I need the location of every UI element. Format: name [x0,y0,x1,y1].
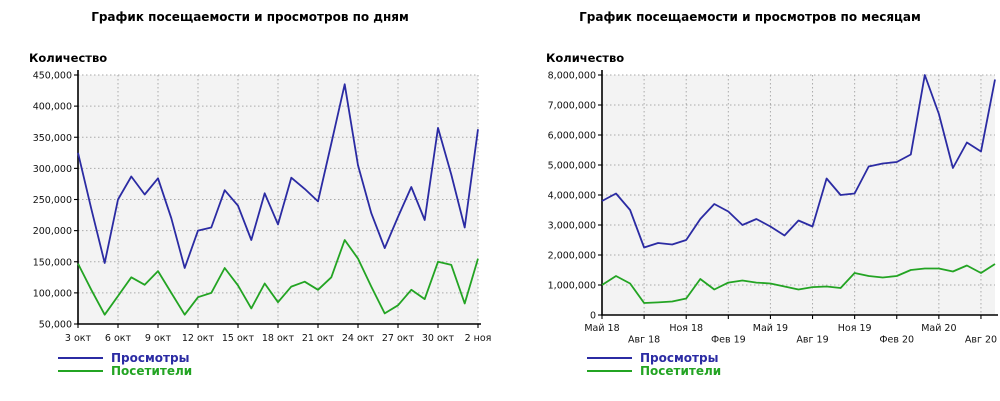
y-tick-label: 350,000 [33,133,72,144]
x-tick-label: Май 18 [584,323,619,334]
x-tick-label: 6 окт [105,333,132,344]
views-series-line [601,74,996,249]
y-tick-label: 2,000,000 [548,251,596,262]
x-tick-label: 21 окт [302,333,335,344]
legend-item-views: Просмотры [587,352,721,364]
x-tick-label: Фев 20 [879,335,914,346]
y-tick-label: 400,000 [33,102,72,113]
x-tick-label: Май 20 [921,323,956,334]
visitors-legend-label: Посетители [111,364,193,378]
x-tick-label: Май 19 [753,323,788,334]
y-tick-label: 450,000 [33,71,72,82]
x-tick-label: 18 окт [262,333,295,344]
x-tick-label: Ноя 18 [669,323,703,334]
y-tick-label: 100,000 [33,288,72,299]
daily-chart-legend: Просмотры Посетители [58,352,192,378]
x-tick-label: 12 окт [182,333,215,344]
visitors-legend-label: Посетители [640,364,722,378]
y-tick-label: 150,000 [33,257,72,268]
x-tick-label: 30 окт [422,333,455,344]
visitors-line-swatch [58,370,103,372]
x-tick-label: 24 окт [342,333,375,344]
y-tick-label: 0 [590,311,596,322]
y-tick-label: 200,000 [33,226,72,237]
monthly-y-axis-title: Количество [546,51,625,65]
y-tick-label: 50,000 [39,320,72,331]
views-legend-label: Просмотры [111,351,190,365]
monthly-chart-legend: Просмотры Посетители [587,352,721,378]
y-tick-label: 4,000,000 [548,191,596,202]
views-legend-label: Просмотры [640,351,719,365]
y-tick-label: 3,000,000 [548,221,596,232]
x-tick-label: 3 окт [65,333,92,344]
y-tick-label: 300,000 [33,164,72,175]
daily-chart-title: График посещаемости и просмотров по дням [91,10,409,24]
x-tick-label: Фев 19 [711,335,746,346]
views-line-swatch [587,357,632,359]
legend-item-visitors: Посетители [587,365,721,377]
x-tick-label: Авг 20 [965,335,997,346]
daily-y-axis-title: Количество [29,51,108,65]
visitors-line-swatch [587,370,632,372]
monthly-chart-plot: 0 1,000,000 2,000,000 3,000,000 4,000,000 5,0… [548,70,998,346]
y-tick-label: 5,000,000 [548,161,596,172]
legend-item-views: Просмотры [58,352,192,364]
x-tick-label: 15 окт [222,333,255,344]
x-tick-label: 27 окт [382,333,415,344]
x-tick-label: Авг 18 [628,335,660,346]
visitors-series-line [77,239,479,316]
visitors-series-line [601,263,996,304]
x-tick-label: 2 ноя [465,333,492,344]
views-series-line [77,83,479,269]
daily-chart-plot: 50,000 100,000 150,000 200,000 250,000 300,00… [33,70,492,344]
monthly-chart-title: График посещаемости и просмотров по меся… [579,10,921,24]
y-tick-label: 1,000,000 [548,281,596,292]
y-tick-label: 250,000 [33,195,72,206]
y-tick-label: 7,000,000 [548,101,596,112]
legend-item-visitors: Посетители [58,365,192,377]
y-tick-label: 6,000,000 [548,131,596,142]
x-tick-label: 9 окт [145,333,172,344]
views-line-swatch [58,357,103,359]
x-tick-label: Авг 19 [796,335,828,346]
y-tick-label: 8,000,000 [548,71,596,82]
x-tick-label: Ноя 19 [838,323,872,334]
